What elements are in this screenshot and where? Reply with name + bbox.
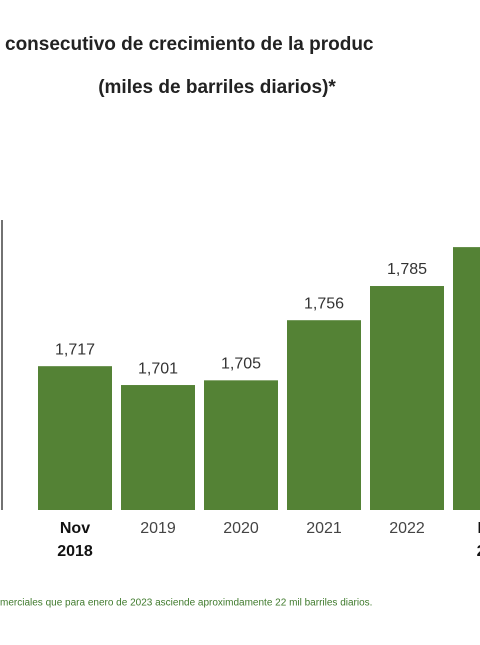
footnote: merciales que para enero de 2023 asciend… [0,598,372,609]
bar [287,320,361,510]
value-label: 1,705 [221,356,261,373]
x-tick-label: 2019 [140,520,176,537]
x-tick-label: Dic202 [477,520,480,560]
bar [38,366,112,510]
value-label: 1,717 [55,341,95,358]
x-tick-label: 2020 [223,520,259,537]
bar [453,247,480,510]
x-tick-label: 2021 [306,520,342,537]
value-label: 1,701 [138,360,178,377]
value-label: 1,756 [304,295,344,312]
x-tick-label: 2022 [389,520,425,537]
value-label: 1,8 [479,222,480,239]
value-label: 1,785 [387,261,427,278]
chart-title: consecutivo de crecimiento de la produc [5,34,374,55]
x-tick-label: Nov 2018 [57,520,93,560]
chart-subtitle: (miles de barriles diarios)* [98,77,336,98]
bar [370,286,444,510]
bar [204,380,278,510]
bar [121,385,195,510]
